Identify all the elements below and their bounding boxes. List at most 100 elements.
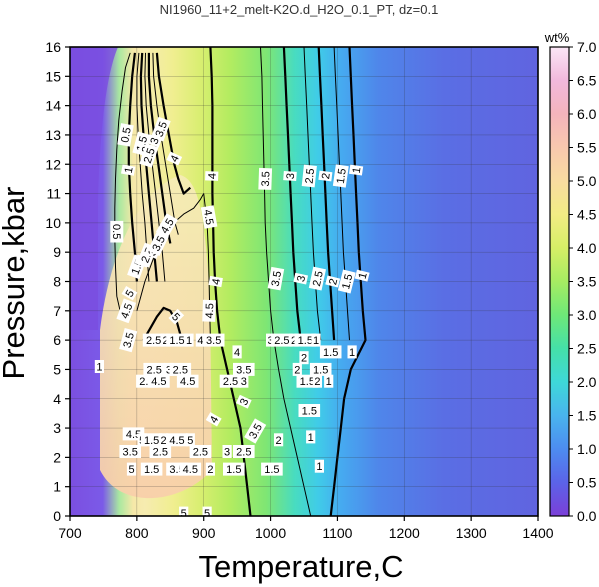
colorbar-tick-label: 0.5	[577, 475, 597, 491]
contour-label-bg	[189, 445, 212, 458]
contour-label-text: 2.5	[304, 168, 318, 184]
contour-label-text: 4.5	[204, 303, 217, 319]
contour-label-text: 2.5	[236, 447, 251, 459]
contour-label-text: 3	[268, 335, 274, 347]
contour-label-90: 5	[179, 506, 189, 516]
contour-label-text: 3	[241, 376, 247, 388]
contour-label-text: 1.5	[144, 464, 159, 476]
contour-label-73: 4.5	[166, 433, 188, 447]
contour-label-text: 2	[327, 277, 340, 286]
contour-label-text: 4.5	[169, 435, 184, 447]
y-tick-label: 8	[53, 274, 61, 290]
contour-label-text: 2.5	[142, 147, 158, 165]
contour-label-bg	[176, 374, 199, 388]
contour-label-text: 3	[238, 397, 251, 408]
contour-label-text: 1	[351, 166, 364, 174]
contour-label-42: 3	[266, 333, 276, 347]
contour-label-text: 1.5	[226, 464, 241, 476]
contour-label-text: 2.5	[223, 376, 238, 388]
contour-label-bg	[142, 333, 165, 347]
colorbar-tick-label: 6.5	[577, 73, 597, 89]
contour-label-text: 4	[210, 278, 223, 286]
contour-label-82: 5	[126, 462, 137, 476]
contour-label-bg	[258, 167, 273, 190]
contour-label-text: 3.5	[154, 120, 171, 138]
contour-label-87: 1.5	[223, 462, 245, 476]
contour-label-text: 5	[204, 508, 210, 520]
contour-label-text: 1	[349, 347, 355, 359]
contour-label-text: 1	[96, 362, 102, 374]
contour-label-91: 5	[202, 506, 212, 520]
contour-label-bg	[306, 430, 316, 444]
contour-label-text: 1.5	[169, 335, 184, 347]
colorbar-tick-label: 3.5	[577, 274, 597, 290]
heatmap-field: 0.511.522.533.540.51.522.533.54.54.543.5…	[70, 47, 538, 520]
contour-label-bg	[271, 333, 293, 347]
contour-label-text: 3.5	[123, 447, 138, 459]
contour-label-0: 0.5	[117, 123, 134, 147]
contour-label-text: 1.5	[302, 406, 317, 418]
contour-label-text: 4	[168, 154, 181, 165]
contour-label-72: 2	[159, 433, 169, 447]
contour-label-55: 1.5	[309, 362, 332, 376]
contour-label-bg	[293, 272, 309, 285]
contour-label-77: 3.5	[119, 445, 141, 459]
contour-label-28: 3.5	[267, 266, 285, 291]
colorbar-tick-label: 1.0	[577, 441, 597, 457]
contour-label-62: 1.5	[296, 374, 319, 388]
colorbar-tick-label: 2.0	[577, 374, 597, 390]
contour-label-text: 1.5	[264, 464, 279, 476]
contour-label-49: 1	[347, 345, 357, 359]
contour-label-bg	[298, 404, 321, 417]
x-axis-label: Temperature,C	[198, 549, 403, 584]
contour-label-bg	[332, 164, 349, 188]
contour-label-41: 4	[232, 345, 242, 359]
y-tick-label: 12	[45, 156, 61, 172]
contour-label-71: 1.5	[140, 433, 163, 447]
colorbar-tick-label: 4.0	[577, 240, 597, 256]
contour-label-bg	[311, 333, 321, 347]
contour-label-bg	[261, 462, 283, 476]
contour-label-bg	[233, 445, 255, 458]
contour-label-text: 1.5	[144, 435, 159, 447]
contour-label-text: 1	[357, 271, 370, 280]
contour-label-bg	[319, 345, 342, 359]
contour-label-bg	[202, 333, 225, 347]
contour-line-0	[114, 52, 131, 311]
contour-label-text: 2.5	[193, 447, 208, 459]
contour-label-bg	[195, 333, 205, 347]
contour-label-text: 2.5	[146, 335, 161, 347]
contour-label-bg	[185, 433, 195, 447]
contour-label-23: 5	[121, 285, 138, 301]
contour-label-43: 2.5	[271, 333, 293, 347]
contour-label-bg	[149, 445, 172, 458]
contour-label-65: 3	[235, 394, 252, 409]
contour-label-bg	[166, 433, 188, 447]
contour-label-bg	[166, 151, 183, 166]
y-tick-label: 2	[53, 449, 61, 465]
contour-label-bg	[354, 269, 370, 282]
contour-label-83: 1.5	[140, 462, 163, 476]
x-axis-ticks: 700 800 900 1000 1100 1200 1300 1400	[58, 516, 554, 541]
contour-label-text: 2	[291, 335, 297, 347]
colorbar-tick-label: 0.0	[577, 508, 597, 524]
contour-label-bg	[223, 462, 245, 476]
contour-label-33: 1	[354, 269, 370, 282]
contour-label-22: 1	[349, 164, 364, 176]
contour-label-text: 2	[161, 435, 167, 447]
contour-label-74: 5	[185, 433, 195, 447]
contour-label-bg	[235, 394, 252, 409]
y-tick-label: 4	[53, 391, 61, 407]
contour-label-text: 1.5	[313, 364, 328, 376]
y-tick-label: 1	[53, 479, 61, 495]
contour-label-20: 2	[318, 170, 333, 182]
x-tick-label: 700	[58, 525, 82, 541]
contour-label-32: 1.5	[337, 269, 356, 294]
contour-label-text: 5	[128, 464, 134, 476]
contour-label-bg	[126, 462, 137, 476]
contour-label-35: 2.5	[142, 333, 165, 347]
contour-label-58: 4.5	[148, 374, 170, 388]
contour-label-bg	[147, 230, 169, 256]
contour-label-27: 4	[208, 275, 223, 288]
colorbar-label: wt%	[544, 30, 570, 45]
